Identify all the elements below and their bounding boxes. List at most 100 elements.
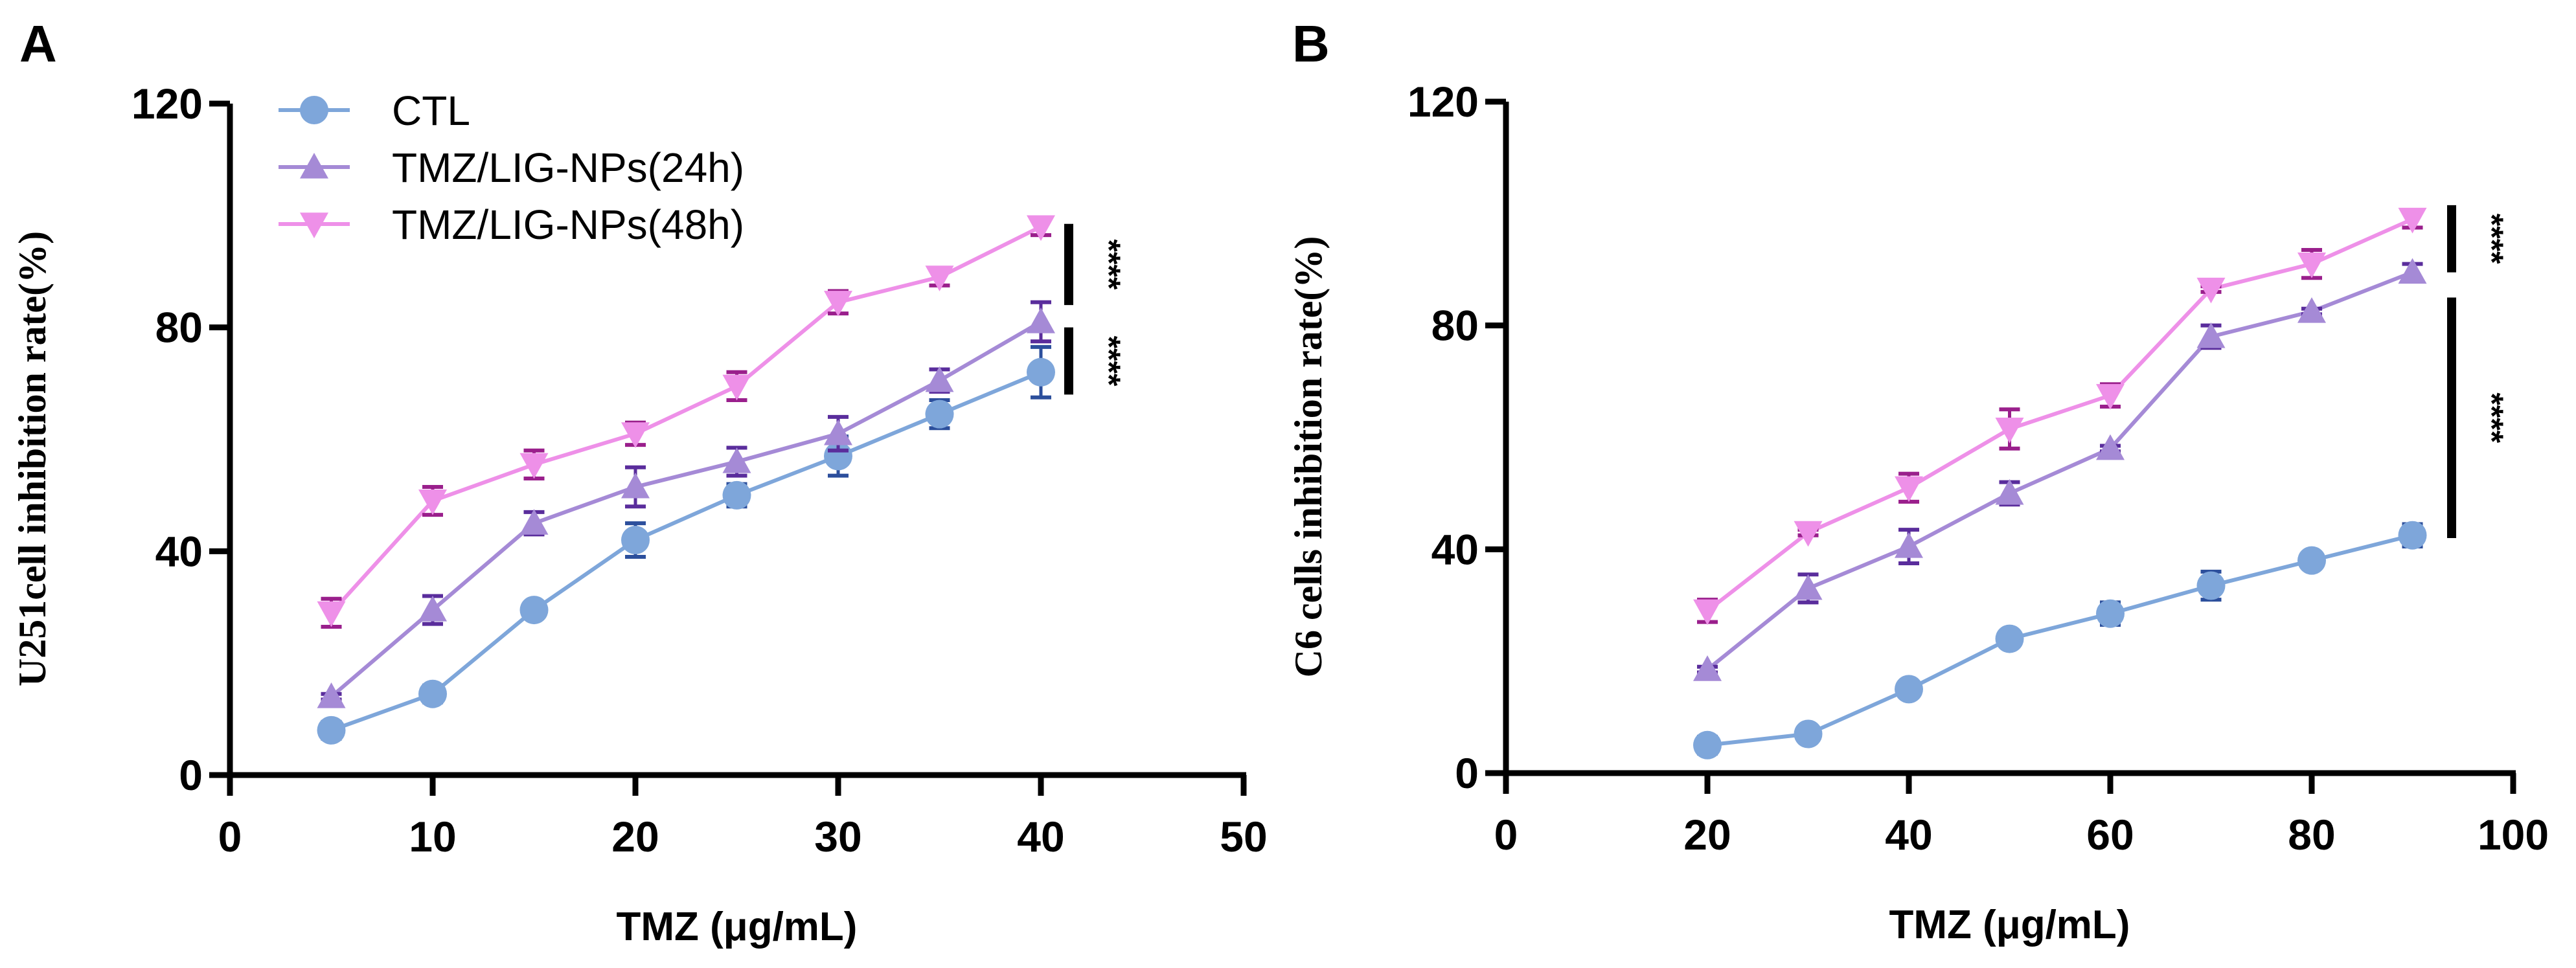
series-tmz-lig-nps-48h-	[1693, 207, 2427, 625]
data-point	[722, 374, 751, 401]
data-point	[1027, 215, 1055, 242]
y-tick-label: 80	[155, 304, 203, 352]
series-line	[330, 320, 1042, 699]
x-tick-label: 40	[1885, 811, 1932, 859]
data-point	[722, 447, 751, 473]
data-point	[2297, 253, 2326, 278]
data-point	[1895, 675, 1923, 704]
x-tick-label: 100	[2478, 811, 2549, 859]
legend-label: CTL	[392, 87, 470, 134]
data-point	[418, 596, 447, 622]
data-point	[1794, 574, 1823, 600]
x-tick-label: 10	[409, 813, 456, 861]
data-point	[2398, 258, 2427, 284]
significance-label: ****	[2474, 392, 2510, 443]
data-point	[1895, 532, 1923, 558]
panel-label: B	[1292, 15, 1330, 73]
series-ctl	[1693, 521, 2427, 760]
series-tmz-lig-nps-24h-	[317, 300, 1055, 708]
data-point	[1895, 476, 1923, 502]
legend-item: TMZ/LIG-NPs(24h)	[279, 144, 744, 191]
data-point	[621, 422, 650, 448]
panel-a-chart: A 0 40 80 120 0 10 20 30 40 50 TMZ (μg/mL) U251cell …	[11, 15, 1268, 949]
series-ctl	[317, 344, 1055, 745]
x-tick-label: 20	[611, 813, 659, 861]
y-tick-label: 0	[1455, 749, 1479, 797]
data-point	[824, 419, 852, 445]
significance-label: ****	[1091, 336, 1127, 387]
y-axis-title: U251cell inhibition rate(%)	[11, 231, 54, 686]
x-tick-label: 60	[2086, 811, 2134, 859]
data-point	[2398, 207, 2427, 234]
x-tick-label: 0	[1494, 811, 1518, 859]
data-point	[2096, 434, 2125, 460]
y-tick-label: 0	[179, 751, 203, 799]
data-point	[1794, 719, 1823, 749]
data-point	[1693, 655, 1722, 681]
series-tmz-lig-nps-48h-	[317, 215, 1055, 629]
x-tick-label: 80	[2288, 811, 2335, 859]
data-point	[2297, 546, 2326, 575]
data-point	[1693, 730, 1722, 760]
legend-item: CTL	[279, 87, 470, 134]
data-point	[317, 715, 346, 745]
data-point	[925, 366, 954, 392]
data-point	[925, 265, 954, 291]
data-point	[2196, 322, 2226, 348]
data-point	[2398, 521, 2427, 550]
data-point	[519, 509, 549, 535]
panel-label: A	[19, 15, 57, 73]
data-point	[1027, 357, 1055, 387]
data-point	[2196, 571, 2226, 600]
legend-marker-icon	[300, 153, 328, 179]
legend-label: TMZ/LIG-NPs(24h)	[392, 144, 744, 191]
data-point	[519, 453, 549, 479]
data-point	[722, 480, 751, 510]
x-tick-label: 50	[1220, 813, 1267, 861]
data-point	[2196, 277, 2226, 304]
x-tick-label: 0	[218, 813, 242, 861]
data-point	[824, 291, 852, 317]
series-line	[330, 370, 1042, 732]
series-line	[1706, 270, 2413, 671]
significance-label: ****	[1091, 240, 1127, 290]
y-axis-title: C6 cells inhibition rate(%)	[1287, 236, 1330, 678]
significance-label: ****	[2474, 214, 2510, 264]
panel-b-chart: B 0 40 80 120 0 20 40 60 80 100 TMZ (μg/mL) C6 cells…	[1287, 15, 2549, 947]
data-point	[2096, 384, 2125, 410]
series-line	[1707, 533, 2413, 747]
data-point	[925, 400, 954, 429]
y-tick-label: 40	[1431, 525, 1479, 573]
data-point	[2297, 297, 2326, 323]
data-point	[621, 526, 650, 555]
data-point	[1693, 599, 1722, 625]
data-point	[2096, 599, 2125, 628]
y-tick-label: 40	[155, 527, 203, 575]
legend-item: TMZ/LIG-NPs(48h)	[279, 201, 744, 248]
data-point	[1995, 417, 2024, 444]
legend-marker-icon	[300, 96, 328, 124]
x-axis-title: TMZ (μg/mL)	[617, 905, 858, 949]
data-point	[1995, 478, 2024, 505]
legend-marker-icon	[300, 212, 328, 238]
data-point	[1027, 308, 1055, 333]
data-point	[1794, 521, 1823, 547]
data-point	[317, 682, 346, 708]
data-point	[418, 679, 447, 708]
x-tick-label: 20	[1683, 811, 1731, 859]
x-tick-label: 30	[814, 813, 861, 861]
series-tmz-lig-nps-24h-	[1693, 258, 2427, 681]
data-point	[418, 489, 447, 515]
x-tick-label: 40	[1017, 813, 1064, 861]
data-point	[621, 472, 650, 499]
data-point	[317, 601, 346, 627]
data-point	[1995, 624, 2024, 653]
data-point	[519, 596, 549, 625]
y-tick-label: 120	[1408, 78, 1479, 126]
series-line	[330, 225, 1042, 614]
series-line	[1706, 217, 2413, 613]
x-axis-title: TMZ (μg/mL)	[1889, 903, 2130, 947]
y-tick-label: 80	[1431, 302, 1479, 350]
legend-label: TMZ/LIG-NPs(48h)	[392, 201, 744, 248]
